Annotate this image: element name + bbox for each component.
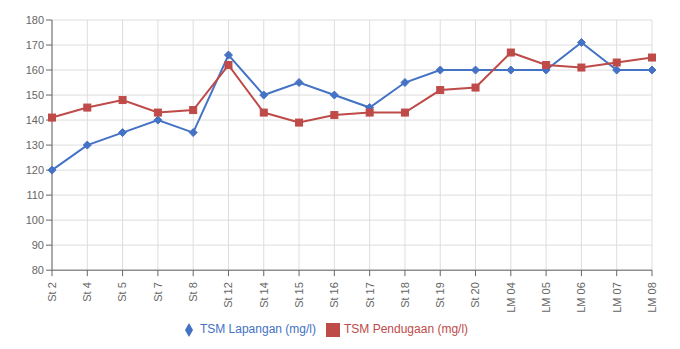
- svg-text:LM 04: LM 04: [505, 282, 517, 313]
- svg-text:LM 06: LM 06: [575, 282, 587, 313]
- svg-text:90: 90: [32, 239, 44, 251]
- svg-text:170: 170: [26, 39, 44, 51]
- svg-text:St 2: St 2: [46, 282, 58, 302]
- html-text:TSM Pendugaan (mg/l): TSM Pendugaan (mg/l): [344, 322, 469, 337]
- svg-text:80: 80: [32, 264, 44, 276]
- svg-text:110: 110: [26, 189, 44, 201]
- svg-text:St 4: St 4: [81, 282, 93, 302]
- svg-text:LM 05: LM 05: [540, 282, 552, 313]
- svg-text:120: 120: [26, 164, 44, 176]
- svg-text:160: 160: [26, 64, 44, 76]
- svg-text:St 7: St 7: [152, 282, 164, 302]
- svg-text:100: 100: [26, 214, 44, 226]
- svg-text:St 12: St 12: [222, 282, 234, 308]
- svg-text:180: 180: [26, 14, 44, 26]
- svg-text:St 14: St 14: [258, 282, 270, 308]
- svg-text:St 15: St 15: [293, 282, 305, 308]
- svg-text:130: 130: [26, 139, 44, 151]
- svg-text:St 5: St 5: [116, 282, 128, 302]
- svg-text:140: 140: [26, 114, 44, 126]
- svg-text:St 8: St 8: [187, 282, 199, 302]
- svg-text:St 16: St 16: [328, 282, 340, 308]
- html-text:TSM Lapangan (mg/l): TSM Lapangan (mg/l): [199, 322, 316, 337]
- svg-text:St 20: St 20: [469, 282, 481, 308]
- svg-text:150: 150: [26, 89, 44, 101]
- svg-text:St 18: St 18: [399, 282, 411, 308]
- svg-text:LM 08: LM 08: [646, 282, 658, 313]
- svg-text:St 17: St 17: [363, 282, 375, 308]
- svg-text:LM 07: LM 07: [611, 282, 623, 313]
- svg-text:St 19: St 19: [434, 282, 446, 308]
